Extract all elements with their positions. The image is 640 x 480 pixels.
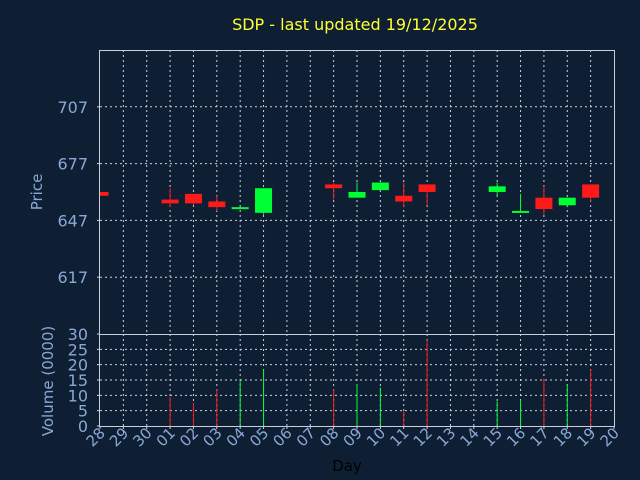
candle (348, 182, 366, 198)
volume-tick-label: 20 (68, 356, 88, 375)
candle-body (535, 197, 553, 210)
candle (418, 184, 436, 206)
price-axis-label: Price (28, 174, 46, 211)
candle-body (512, 210, 530, 213)
candle-body (348, 192, 366, 198)
candle-body (418, 184, 436, 192)
chart-title: SDP - last updated 19/12/2025 (232, 15, 478, 34)
volume-tick-label: 15 (68, 371, 88, 390)
candle (535, 186, 553, 215)
candle-body (371, 182, 389, 191)
candle-body (325, 184, 343, 189)
candle (255, 188, 273, 215)
candle (558, 197, 576, 208)
price-tick-label: 617 (57, 268, 88, 287)
volume-axis-label: Volume (0000) (39, 326, 57, 436)
volume-tick-label: 0 (78, 417, 88, 436)
candle (395, 182, 413, 208)
price-tick-label: 707 (57, 98, 88, 117)
candle (184, 193, 202, 206)
x-axis-label: Day (332, 457, 362, 475)
candle (208, 195, 226, 211)
candle-body (255, 188, 273, 213)
candle-body (231, 207, 249, 210)
price-tick-label: 647 (57, 211, 88, 230)
price-tick-label: 677 (57, 155, 88, 174)
candle (325, 182, 343, 200)
volume-tick-label: 30 (68, 325, 88, 344)
volume-tick-label: 25 (68, 340, 88, 359)
candle (231, 207, 249, 210)
candle-body (558, 197, 576, 206)
candle (582, 184, 600, 202)
volume-tick-label: 5 (78, 402, 88, 421)
candle-body (582, 184, 600, 198)
x-axis-ticks: 2829300102030405060708091011121314151617… (83, 424, 623, 450)
candle (512, 193, 530, 213)
candle-body (100, 192, 109, 196)
candle-body (161, 199, 179, 204)
candle (488, 182, 506, 196)
candle-body (184, 193, 202, 204)
candle-body (395, 195, 413, 202)
candle-body (208, 201, 226, 208)
candle-body (488, 186, 506, 192)
candle (99, 192, 109, 196)
candle (161, 188, 179, 208)
candle (371, 182, 389, 191)
volume-tick-label: 10 (68, 386, 88, 405)
